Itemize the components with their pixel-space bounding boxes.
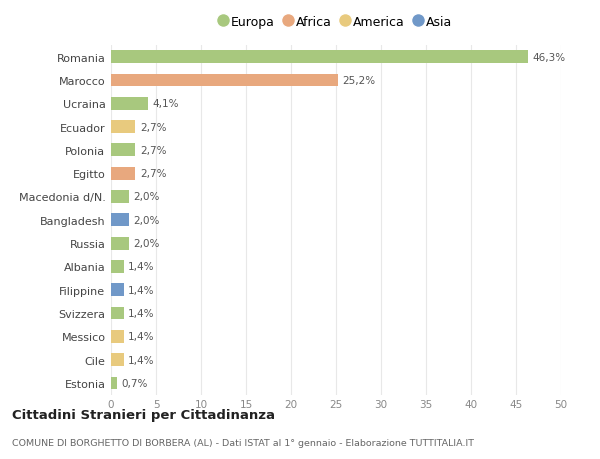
Text: 1,4%: 1,4% bbox=[128, 308, 155, 319]
Bar bbox=[111, 190, 129, 203]
Text: 4,1%: 4,1% bbox=[152, 99, 179, 109]
Bar bbox=[111, 237, 129, 250]
Bar bbox=[111, 260, 124, 273]
Text: Cittadini Stranieri per Cittadinanza: Cittadini Stranieri per Cittadinanza bbox=[12, 408, 275, 421]
Bar bbox=[111, 168, 136, 180]
Text: 2,0%: 2,0% bbox=[133, 239, 160, 249]
Text: 1,4%: 1,4% bbox=[128, 285, 155, 295]
Text: 2,0%: 2,0% bbox=[133, 215, 160, 225]
Text: 1,4%: 1,4% bbox=[128, 331, 155, 341]
Bar bbox=[111, 98, 148, 111]
Bar bbox=[111, 144, 136, 157]
Bar bbox=[111, 353, 124, 366]
Bar bbox=[111, 284, 124, 297]
Text: 2,7%: 2,7% bbox=[140, 146, 166, 156]
Text: 1,4%: 1,4% bbox=[128, 355, 155, 365]
Bar bbox=[111, 330, 124, 343]
Bar bbox=[111, 377, 118, 390]
Bar bbox=[111, 307, 124, 320]
Bar bbox=[111, 121, 136, 134]
Text: 25,2%: 25,2% bbox=[342, 76, 376, 86]
Legend: Europa, Africa, America, Asia: Europa, Africa, America, Asia bbox=[216, 12, 456, 33]
Text: 46,3%: 46,3% bbox=[532, 52, 565, 62]
Bar bbox=[111, 51, 528, 64]
Text: 2,0%: 2,0% bbox=[133, 192, 160, 202]
Text: 2,7%: 2,7% bbox=[140, 169, 166, 179]
Bar bbox=[111, 74, 338, 87]
Text: 0,7%: 0,7% bbox=[122, 378, 148, 388]
Text: 2,7%: 2,7% bbox=[140, 122, 166, 132]
Text: 1,4%: 1,4% bbox=[128, 262, 155, 272]
Bar bbox=[111, 214, 129, 227]
Text: COMUNE DI BORGHETTO DI BORBERA (AL) - Dati ISTAT al 1° gennaio - Elaborazione TU: COMUNE DI BORGHETTO DI BORBERA (AL) - Da… bbox=[12, 438, 474, 447]
